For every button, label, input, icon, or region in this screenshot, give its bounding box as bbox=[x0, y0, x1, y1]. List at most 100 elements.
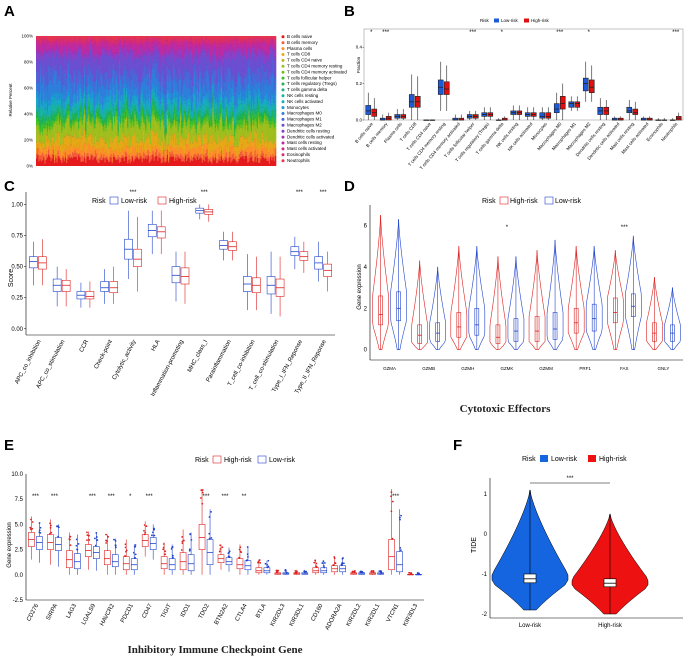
panel-a-bar-segment bbox=[48, 116, 50, 118]
panel-a-bar-segment bbox=[255, 131, 258, 133]
panel-a-bar-segment bbox=[172, 119, 175, 123]
panel-a-bar-segment bbox=[142, 143, 145, 153]
panel-a-bar-segment bbox=[180, 37, 182, 39]
panel-a-bar-segment bbox=[207, 141, 210, 144]
panel-a-bar-segment bbox=[154, 38, 157, 41]
panel-a-bar-segment bbox=[44, 127, 46, 131]
panel-a-bar-segment bbox=[121, 41, 123, 45]
panel-a-bar-segment bbox=[253, 119, 255, 125]
panel-a-bar-segment bbox=[145, 155, 147, 158]
panel-a-bar-segment bbox=[72, 43, 74, 52]
panel-a-bar-segment bbox=[164, 40, 166, 45]
panel-a-bar-segment bbox=[129, 50, 132, 71]
panel-a-bar-segment bbox=[138, 152, 140, 158]
panel-a-bar-segment bbox=[88, 43, 91, 47]
panel-a-bar-segment bbox=[253, 113, 255, 117]
panel-a-bar-segment bbox=[76, 89, 79, 96]
panel-a-bar-segment bbox=[118, 120, 121, 123]
panel-a-bar-segment bbox=[159, 91, 162, 104]
panel-a-bar-segment bbox=[45, 114, 48, 117]
panel-a-bar-segment bbox=[56, 46, 58, 51]
panel-a-bar-segment bbox=[51, 96, 54, 105]
panel-a-bar-segment bbox=[46, 141, 49, 152]
panel-a-bar-segment bbox=[48, 149, 50, 155]
panel-a-bar-segment bbox=[103, 112, 105, 121]
panel-a-bar-segment bbox=[192, 58, 194, 65]
panel-b-sig: *** bbox=[672, 30, 680, 36]
panel-a-bar-segment bbox=[91, 106, 93, 115]
panel-a-bar-segment bbox=[262, 38, 265, 42]
panel-a-bar-segment bbox=[238, 77, 241, 96]
panel-a-bar-segment bbox=[196, 141, 199, 143]
panel-a-bar-segment bbox=[61, 61, 63, 69]
panel-a-bar-segment bbox=[264, 54, 266, 64]
panel-a-bar-segment bbox=[52, 135, 55, 137]
panel-a-bar-segment bbox=[205, 90, 207, 96]
panel-a-bar-segment bbox=[159, 121, 162, 127]
panel-a-bar-segment bbox=[213, 98, 216, 106]
panel-a-bar-segment bbox=[86, 137, 88, 140]
panel-a-bar-segment bbox=[243, 89, 246, 99]
panel-e-low-outlier bbox=[113, 538, 115, 541]
panel-a-bar-segment bbox=[152, 54, 154, 63]
panel-a-bar-segment bbox=[128, 155, 130, 160]
panel-a-bar-segment bbox=[222, 121, 224, 127]
panel-a-bar-segment bbox=[138, 56, 140, 59]
panel-a-bar-segment bbox=[163, 150, 165, 158]
panel-a-bar-segment bbox=[186, 161, 188, 166]
panel-a-bar-segment bbox=[214, 89, 217, 100]
panel-a-bar-segment bbox=[247, 58, 249, 67]
panel-a-bar-segment bbox=[148, 37, 151, 41]
panel-a-bar-segment bbox=[54, 92, 56, 98]
panel-a-bar-segment bbox=[175, 57, 177, 77]
panel-a-bar-segment bbox=[111, 39, 114, 43]
panel-a-bar-segment bbox=[49, 100, 51, 106]
panel-a-bar-segment bbox=[133, 134, 135, 136]
panel-a-bar-segment bbox=[91, 141, 93, 144]
panel-a-bar-segment bbox=[181, 41, 183, 46]
panel-a-bar-segment bbox=[96, 149, 98, 154]
panel-a-bar-segment bbox=[174, 119, 176, 121]
panel-a-bar-segment bbox=[126, 136, 128, 139]
panel-a-bar-segment bbox=[70, 155, 73, 158]
panel-a-bar-segment bbox=[99, 39, 102, 43]
panel-a-bar-segment bbox=[120, 38, 122, 41]
panel-a-bar-segment bbox=[228, 160, 230, 166]
panel-a-bar-segment bbox=[208, 108, 211, 115]
panel-a-bar-segment bbox=[66, 121, 68, 135]
panel-a-bar-segment bbox=[138, 143, 140, 153]
panel-a-bar-segment bbox=[44, 123, 46, 125]
panel-a-bar-segment bbox=[213, 49, 216, 56]
panel-a-bar-segment bbox=[170, 50, 172, 54]
panel-a-bar-segment bbox=[202, 83, 205, 96]
panel-a-bar-segment bbox=[116, 62, 118, 71]
panel-a-bar-segment bbox=[67, 101, 69, 104]
panel-a-bar-segment bbox=[184, 150, 187, 154]
panel-a-bar-segment bbox=[112, 53, 115, 56]
panel-a-bar-segment bbox=[61, 57, 63, 62]
panel-a-bar-segment bbox=[48, 99, 50, 106]
panel-a-bar-segment bbox=[126, 41, 128, 43]
panel-a-bar-segment bbox=[171, 78, 174, 93]
panel-a-bar-segment bbox=[192, 39, 194, 43]
panel-a-bar-segment bbox=[160, 38, 163, 41]
panel-a-bar-segment bbox=[84, 113, 86, 130]
panel-a-legend-label: Neutrophils bbox=[287, 158, 311, 163]
panel-a-bar-segment bbox=[93, 81, 96, 92]
panel-a-bar-segment bbox=[170, 73, 172, 82]
panel-a-bar-segment bbox=[219, 104, 222, 108]
panel-a-bar-segment bbox=[170, 110, 172, 116]
panel-a-bar-segment bbox=[262, 36, 265, 38]
panel-a-bar-segment bbox=[160, 99, 163, 103]
panel-a-bar-segment bbox=[109, 147, 111, 157]
panel-a-bar-segment bbox=[75, 84, 78, 93]
panel-a-bar-segment bbox=[249, 120, 252, 125]
panel-a-bar-segment bbox=[43, 49, 45, 52]
panel-a-bar-segment bbox=[216, 149, 218, 159]
panel-a-bar-segment bbox=[129, 163, 132, 166]
panel-a-bar-segment bbox=[145, 139, 147, 153]
panel-a-bar-segment bbox=[51, 84, 54, 92]
panel-a-bar-segment bbox=[52, 49, 55, 53]
panel-a-bar-segment bbox=[124, 60, 127, 76]
panel-a-bar-segment bbox=[222, 78, 224, 90]
